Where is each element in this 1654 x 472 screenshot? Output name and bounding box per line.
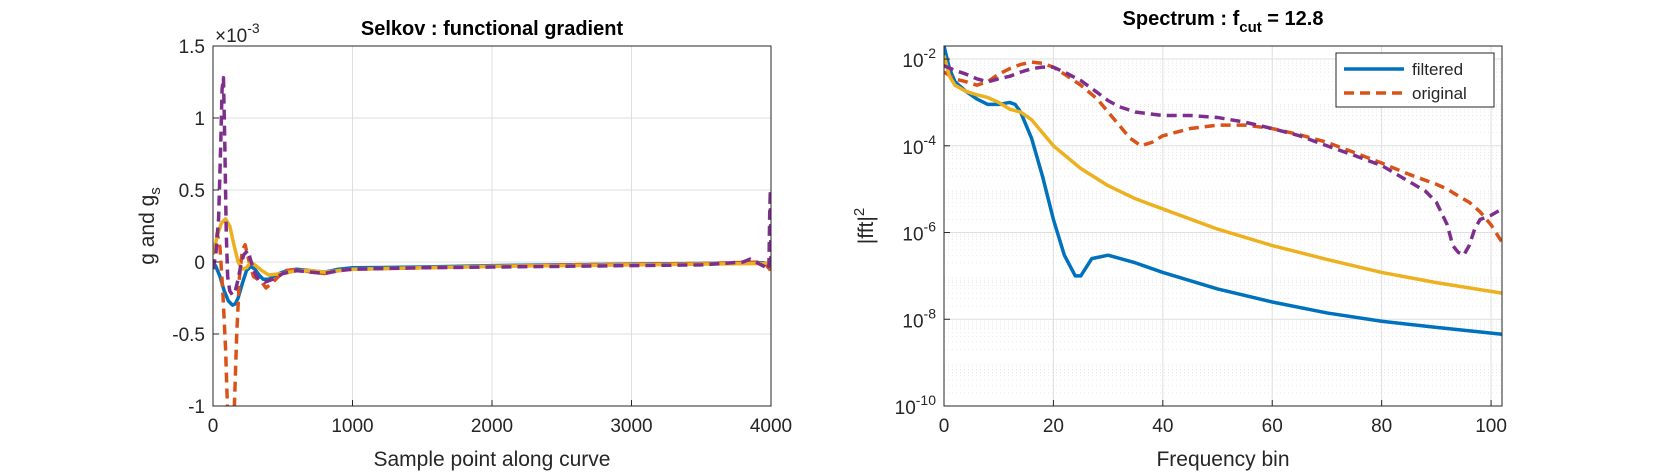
spectrum-ylabel-sup: 2 bbox=[851, 208, 868, 216]
spectrum-ytick-label: 10-4 bbox=[902, 132, 936, 159]
spectrum-series-line-1 bbox=[944, 60, 1502, 244]
spectrum-ylabel-main: |fft| bbox=[855, 216, 878, 244]
gradient-title: Selkov : functional gradient bbox=[361, 18, 624, 40]
gradient-series-group bbox=[213, 75, 771, 406]
gradient-xtick-label: 3000 bbox=[610, 416, 652, 437]
spectrum-ytick-label: 10-10 bbox=[895, 392, 937, 419]
spectrum-series-group bbox=[944, 46, 1502, 337]
spectrum-xtick-label: 20 bbox=[1043, 416, 1064, 437]
spectrum-xtick-label: 40 bbox=[1152, 416, 1173, 437]
gradient-y-multiplier-exp: -3 bbox=[247, 20, 260, 36]
gradient-ytick-label: 0.5 bbox=[179, 181, 205, 202]
gradient-ylabel: g and gs bbox=[136, 187, 164, 265]
spectrum-series-line-3 bbox=[944, 64, 1502, 257]
spectrum-title-main: Spectrum : f bbox=[1123, 8, 1240, 30]
legend-label-original: original bbox=[1412, 84, 1467, 103]
spectrum-series-line-0 bbox=[944, 46, 1502, 337]
legend-box bbox=[1335, 52, 1495, 108]
spectrum-plot: 0 20 40 60 80 100 10-10 10-8 10-6 10-4 10-2 Spectr… bbox=[851, 8, 1507, 471]
spectrum-xtick-label: 0 bbox=[939, 416, 950, 437]
gradient-ytick-label: -1 bbox=[188, 397, 205, 418]
spectrum-plot-border bbox=[943, 45, 1503, 407]
gradient-xtick-label: 4000 bbox=[750, 416, 792, 437]
gradient-xtick-label: 2000 bbox=[471, 416, 513, 437]
spectrum-title-sub: cut bbox=[1239, 19, 1262, 36]
gradient-ticks: 0 1000 2000 3000 4000 -1 -0.5 0 0.5 1 1.5 bbox=[172, 37, 792, 437]
gradient-y-multiplier-base: ×10 bbox=[215, 26, 247, 47]
spectrum-ytick-label: 10-6 bbox=[902, 219, 936, 246]
spectrum-ticks: 0 20 40 60 80 100 10-10 10-8 10-6 10-4 10-2 bbox=[895, 45, 1507, 437]
spectrum-title-suffix: = 12.8 bbox=[1262, 8, 1324, 30]
spectrum-xtick-label: 100 bbox=[1475, 416, 1507, 437]
gradient-ytick-label: 1.5 bbox=[179, 37, 205, 58]
gradient-ytick-label: 0 bbox=[194, 253, 205, 274]
spectrum-grid bbox=[943, 45, 1502, 407]
spectrum-xtick-label: 80 bbox=[1371, 416, 1392, 437]
spectrum-xtick-label: 60 bbox=[1262, 416, 1283, 437]
spectrum-ylabel: |fft|2 bbox=[851, 208, 878, 244]
gradient-y-multiplier: ×10-3 bbox=[215, 20, 260, 47]
gradient-ylabel-sub: s bbox=[147, 187, 164, 195]
spectrum-xlabel: Frequency bin bbox=[1156, 448, 1289, 471]
gradient-ytick-label: 1 bbox=[194, 109, 205, 130]
gradient-xlabel: Sample point along curve bbox=[374, 448, 611, 471]
gradient-ytick-label: -0.5 bbox=[172, 325, 205, 346]
legend-label-filtered: filtered bbox=[1412, 60, 1463, 79]
spectrum-legend: filtered original bbox=[1335, 52, 1495, 108]
spectrum-ytick-label: 10-2 bbox=[902, 45, 936, 72]
gradient-ylabel-main: g and g bbox=[136, 195, 159, 265]
spectrum-title: Spectrum : fcut = 12.8 bbox=[1123, 8, 1324, 36]
spectrum-ytick-label: 10-8 bbox=[902, 305, 936, 332]
spectrum-series-line-2 bbox=[944, 55, 1502, 295]
gradient-series-line-3 bbox=[213, 75, 771, 297]
gradient-plot: 0 1000 2000 3000 4000 -1 -0.5 0 0.5 1 1.5 Selkov :… bbox=[136, 18, 792, 471]
gradient-xtick-label: 1000 bbox=[331, 416, 373, 437]
gradient-xtick-label: 0 bbox=[208, 416, 219, 437]
